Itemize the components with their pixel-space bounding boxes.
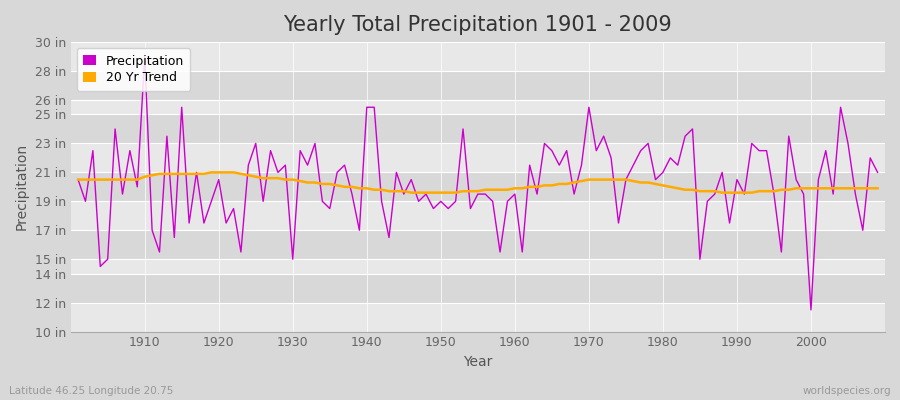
Bar — [71, 259, 885, 274]
Bar — [71, 201, 885, 230]
Bar — [71, 114, 885, 144]
Legend: Precipitation, 20 Yr Trend: Precipitation, 20 Yr Trend — [76, 48, 190, 91]
Bar — [71, 71, 885, 100]
X-axis label: Year: Year — [464, 355, 492, 369]
Text: Latitude 46.25 Longitude 20.75: Latitude 46.25 Longitude 20.75 — [9, 386, 174, 396]
Bar — [71, 100, 885, 114]
Y-axis label: Precipitation: Precipitation — [15, 143, 29, 230]
Text: worldspecies.org: worldspecies.org — [803, 386, 891, 396]
Bar — [71, 230, 885, 259]
Bar — [71, 274, 885, 303]
Bar — [71, 42, 885, 71]
Bar — [71, 172, 885, 201]
Bar — [71, 144, 885, 172]
Bar — [71, 303, 885, 332]
Title: Yearly Total Precipitation 1901 - 2009: Yearly Total Precipitation 1901 - 2009 — [284, 15, 672, 35]
